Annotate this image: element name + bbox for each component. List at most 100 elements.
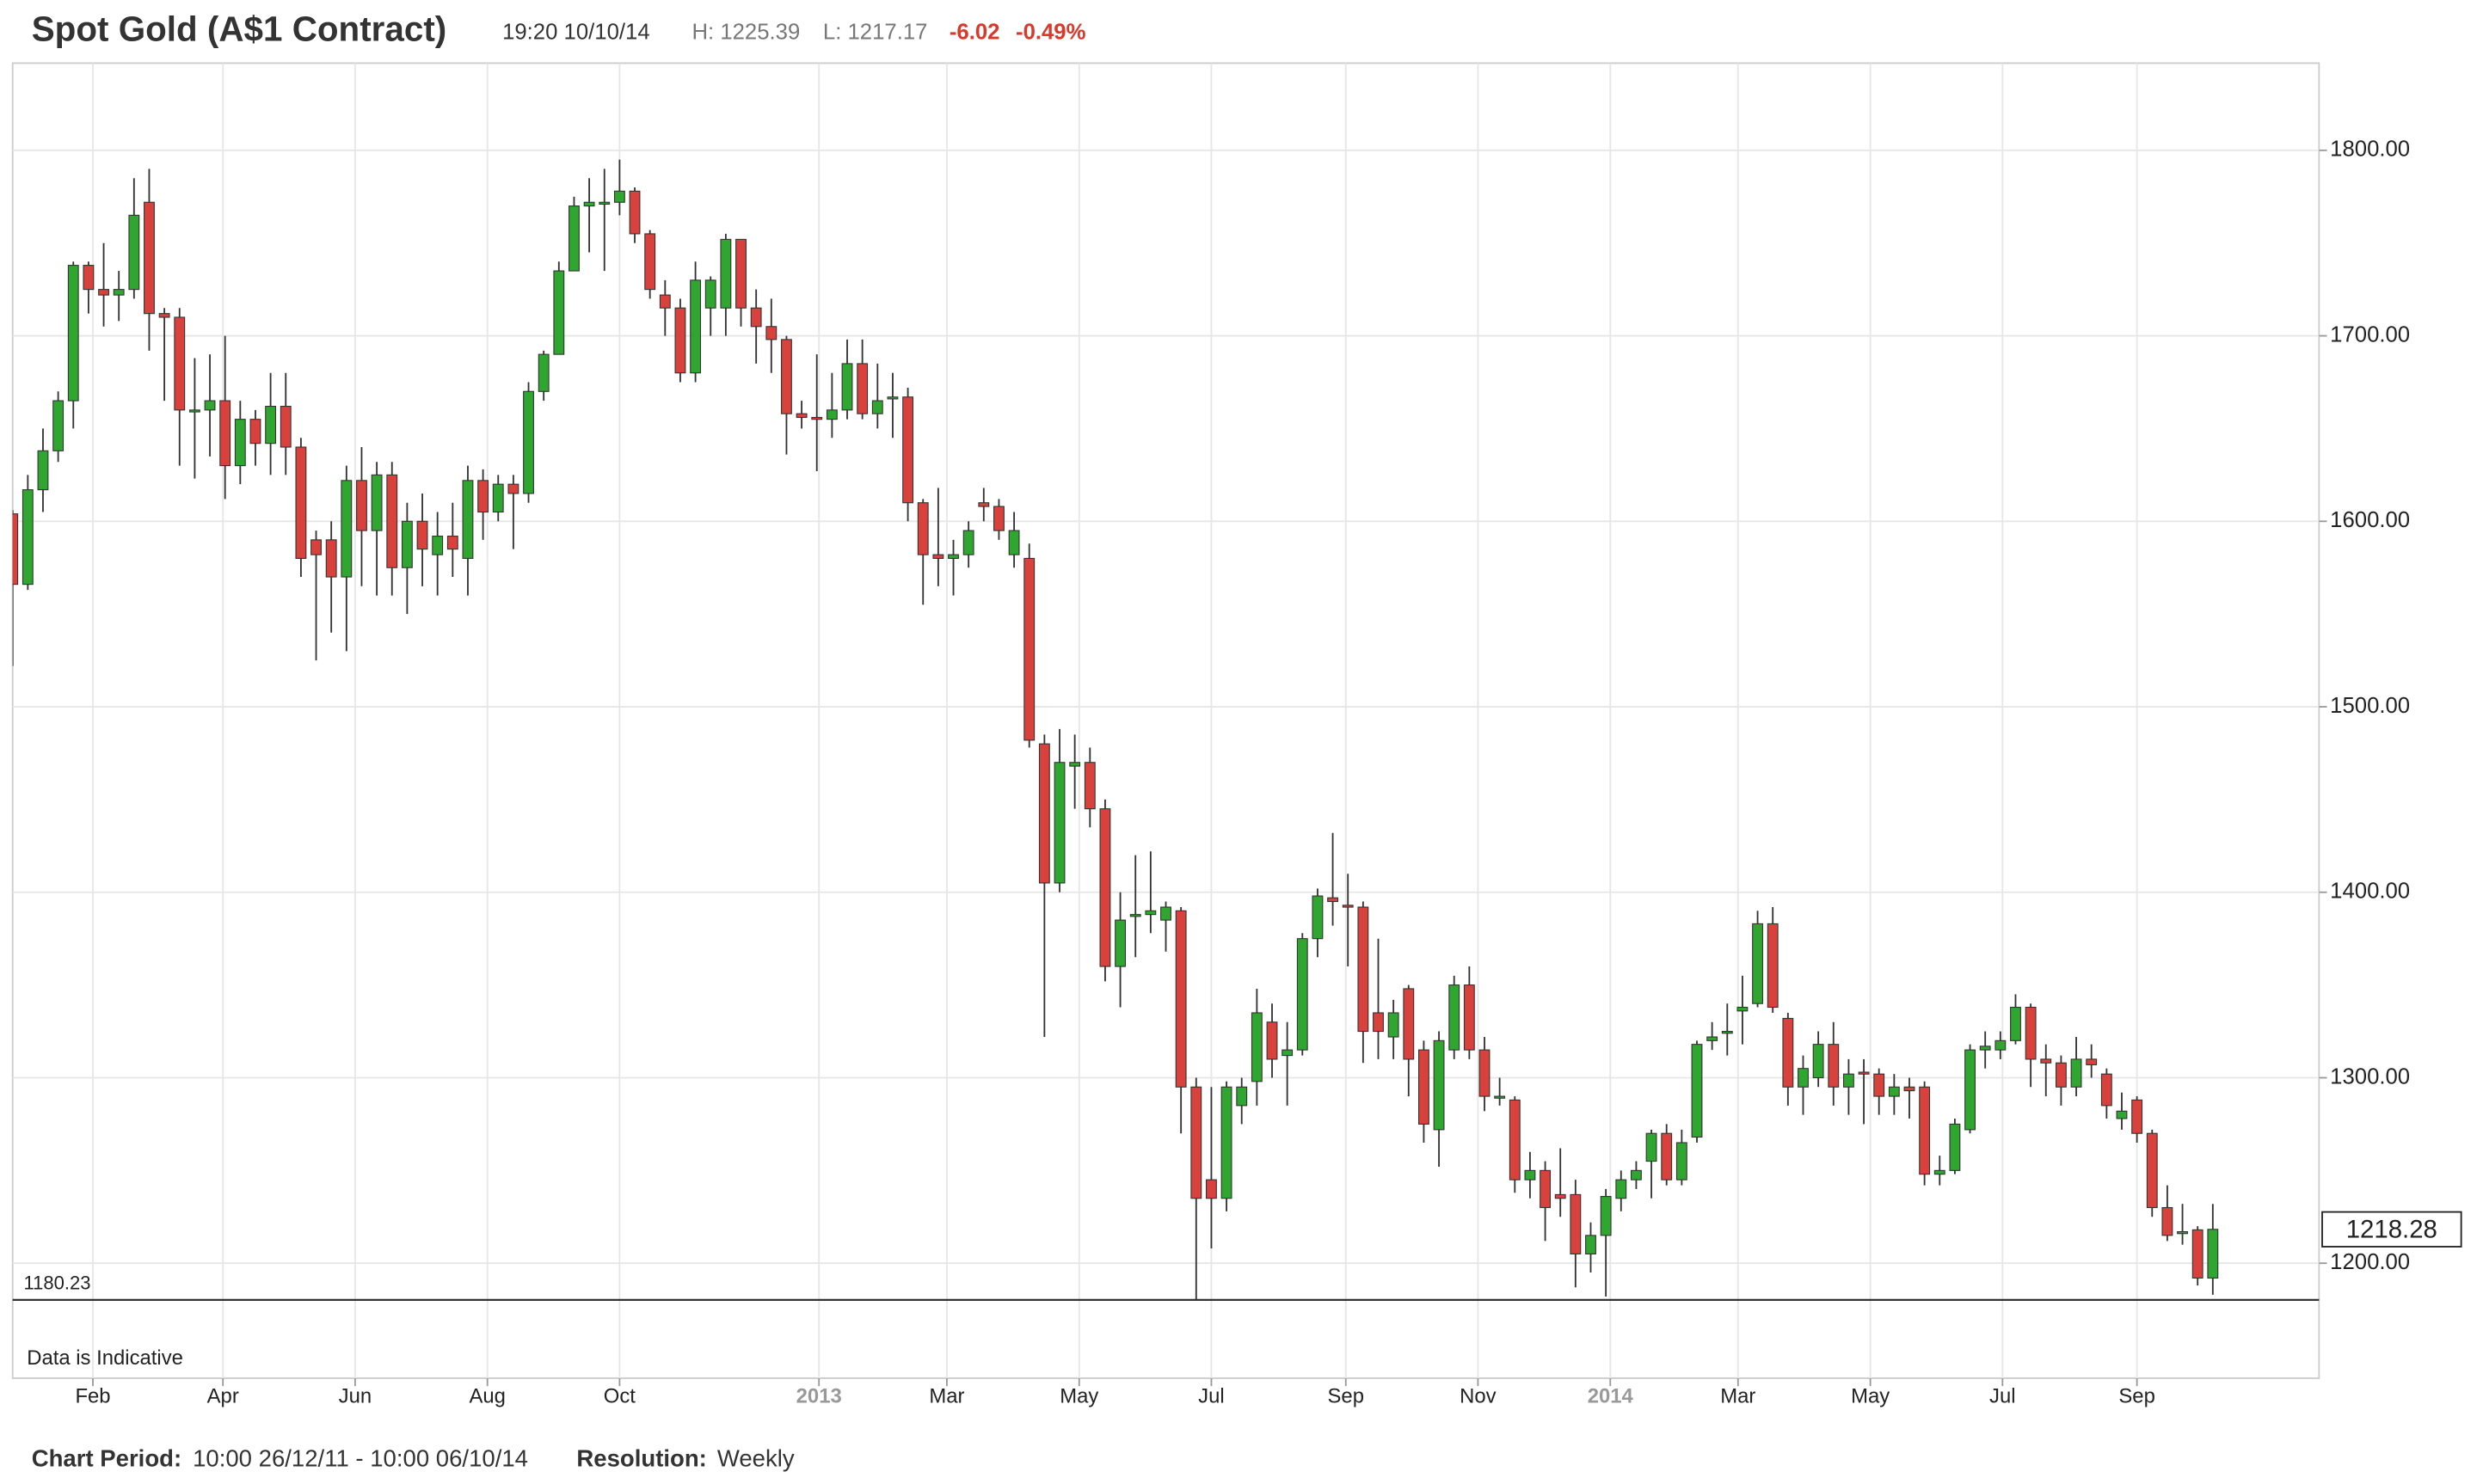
candle-body	[978, 502, 990, 507]
y-tick-label: 1500.00	[2330, 694, 2410, 718]
candle-body	[1312, 895, 1324, 940]
candle-body	[841, 363, 853, 411]
candle-body	[1979, 1046, 1991, 1051]
candle-body	[492, 483, 504, 513]
candle-body	[1600, 1196, 1612, 1236]
candle-body	[1873, 1073, 1885, 1097]
candle-body	[1282, 1049, 1294, 1057]
candle-body	[1342, 905, 1354, 908]
candle-body	[1752, 923, 1763, 1004]
candle-body	[2070, 1058, 2082, 1088]
candle-body	[932, 554, 944, 559]
candle-body	[113, 289, 125, 296]
candle-body	[613, 190, 625, 203]
candle-body	[583, 201, 595, 207]
candle-body	[174, 316, 186, 411]
last-price-box	[2321, 1211, 2462, 1248]
candle-body	[690, 279, 702, 374]
x-tick-label: Aug	[469, 1384, 505, 1407]
candle-body	[249, 419, 261, 445]
candle-body	[644, 233, 656, 291]
candle-body	[1570, 1193, 1582, 1254]
candle-body	[1387, 1012, 1399, 1038]
candle-body	[2161, 1206, 2173, 1236]
candle-body	[704, 279, 716, 309]
candle-body	[1828, 1044, 1840, 1088]
x-tick-label: Jul	[1198, 1384, 1225, 1407]
candle-body	[1782, 1017, 1794, 1088]
candle-body	[1251, 1012, 1263, 1082]
candle-body	[2025, 1006, 2037, 1060]
y-tick-label: 1300.00	[2330, 1064, 2410, 1088]
candle-body	[1129, 914, 1141, 917]
candle-body	[659, 294, 671, 309]
candle-body	[1706, 1036, 1718, 1041]
candle-body	[1023, 557, 1036, 741]
candle-body	[569, 205, 580, 272]
candle-body	[720, 238, 732, 309]
candle-body	[98, 289, 109, 296]
x-tick-label: 2013	[796, 1384, 842, 1407]
candle-body	[1115, 919, 1127, 967]
candle-body	[1418, 1049, 1429, 1125]
x-tick-label: 2014	[1588, 1384, 1634, 1407]
x-tick-label: Feb	[75, 1384, 110, 1407]
candles	[12, 159, 2219, 1301]
candle-body	[325, 539, 337, 578]
quote-change-pct: -0.49%	[1016, 20, 1086, 44]
candle-body	[1661, 1132, 1673, 1180]
candle-body	[1448, 984, 1460, 1051]
candle-body	[144, 201, 155, 315]
candle-body	[857, 363, 869, 414]
candle-body	[52, 400, 65, 451]
candle-body	[1691, 1044, 1703, 1138]
resolution: Weekly	[717, 1445, 795, 1472]
candle-body	[356, 480, 367, 531]
candle-body	[599, 201, 611, 205]
candle-body	[295, 446, 307, 559]
x-tick-label: Jun	[339, 1384, 372, 1407]
candle-body	[2086, 1058, 2098, 1065]
candle-body	[1433, 1039, 1445, 1131]
x-tick-label: Nov	[1460, 1384, 1497, 1407]
candle-body	[1554, 1193, 1566, 1199]
candle-body	[2010, 1006, 2021, 1041]
candle-body	[735, 238, 747, 309]
candle-body	[1798, 1068, 1809, 1088]
candle-body	[796, 413, 808, 419]
candle-body	[401, 520, 413, 568]
x-tick-label: May	[1851, 1384, 1890, 1407]
candle-body	[12, 513, 19, 586]
candle-body	[1645, 1132, 1657, 1162]
candle-body	[750, 307, 762, 328]
candle-body	[811, 416, 823, 420]
candle-body	[310, 539, 322, 555]
period: 10:00 26/12/11 - 10:00 06/10/14	[193, 1445, 528, 1472]
candle-body	[1995, 1039, 2007, 1051]
x-tick-label: Oct	[604, 1384, 636, 1407]
candle-body	[280, 405, 292, 448]
candle-body	[2131, 1099, 2143, 1134]
candle-body	[1327, 897, 1339, 903]
candle-body	[2116, 1110, 2128, 1119]
candle-body	[2146, 1132, 2158, 1209]
candle-body	[462, 480, 474, 559]
resolution-label: Resolution:	[576, 1445, 706, 1472]
candle-body	[1767, 923, 1779, 1009]
candle-body	[902, 396, 914, 504]
x-tick-label: Apr	[207, 1384, 239, 1407]
candle-body	[188, 409, 200, 413]
candle-body	[37, 450, 49, 491]
candle-body	[204, 400, 216, 411]
candle-body	[1403, 988, 1415, 1060]
candle-body	[765, 326, 778, 340]
candle-body	[386, 474, 398, 568]
candle-body	[993, 506, 1005, 531]
candle-body	[67, 265, 79, 402]
candle-body	[2191, 1229, 2203, 1279]
quote-time: 19:20 10/10/14	[502, 20, 650, 44]
x-tick-label: Sep	[2118, 1384, 2154, 1407]
candle-body	[674, 307, 686, 374]
candle-body	[1008, 530, 1020, 555]
candle-body	[1145, 910, 1157, 916]
